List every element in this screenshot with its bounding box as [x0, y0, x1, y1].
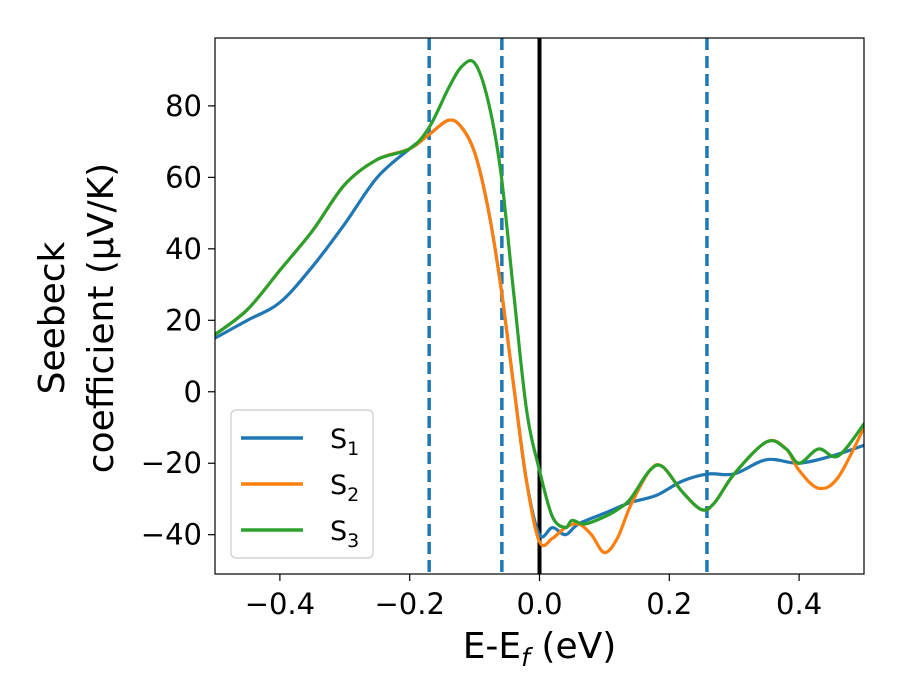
x-axis-label: E-Ef (eV) [463, 626, 617, 672]
y-tick-label: 60 [165, 160, 202, 194]
y-axis-label: Seebeck coefficient (μV/K) [32, 163, 122, 473]
x-axis-label-unit: (eV) [530, 626, 616, 667]
legend-label-s3: S3 [330, 516, 359, 552]
series-line-s3 [215, 59, 864, 530]
legend-label-s1: S1 [330, 424, 359, 460]
y-axis-label-line2: coefficient (μV/K) [81, 163, 122, 473]
y-tick-label: 80 [165, 89, 202, 123]
legend-label-s2: S2 [330, 470, 359, 506]
y-tick-label: 40 [165, 232, 202, 266]
x-tick-label: 0.4 [776, 587, 822, 621]
y-tick-label: 0 [184, 375, 202, 409]
legend: S1 S2 S3 [230, 409, 374, 559]
x-tick-label: 0.2 [646, 587, 692, 621]
x-tick-label: −0.2 [374, 587, 444, 621]
y-axis-label-line1: Seebeck [32, 241, 73, 394]
y-tick-label: 20 [165, 303, 202, 337]
y-tick-label: −20 [141, 446, 202, 480]
x-axis-label-main: E-E [463, 626, 521, 667]
plot-area [215, 38, 864, 574]
x-tick-label: −0.4 [245, 587, 315, 621]
y-axis: −40 −20 0 20 40 60 80 [141, 89, 215, 552]
x-axis: −0.4 −0.2 0.0 0.2 0.4 [245, 574, 822, 621]
y-tick-label: −40 [141, 518, 202, 552]
x-tick-label: 0.0 [516, 587, 562, 621]
